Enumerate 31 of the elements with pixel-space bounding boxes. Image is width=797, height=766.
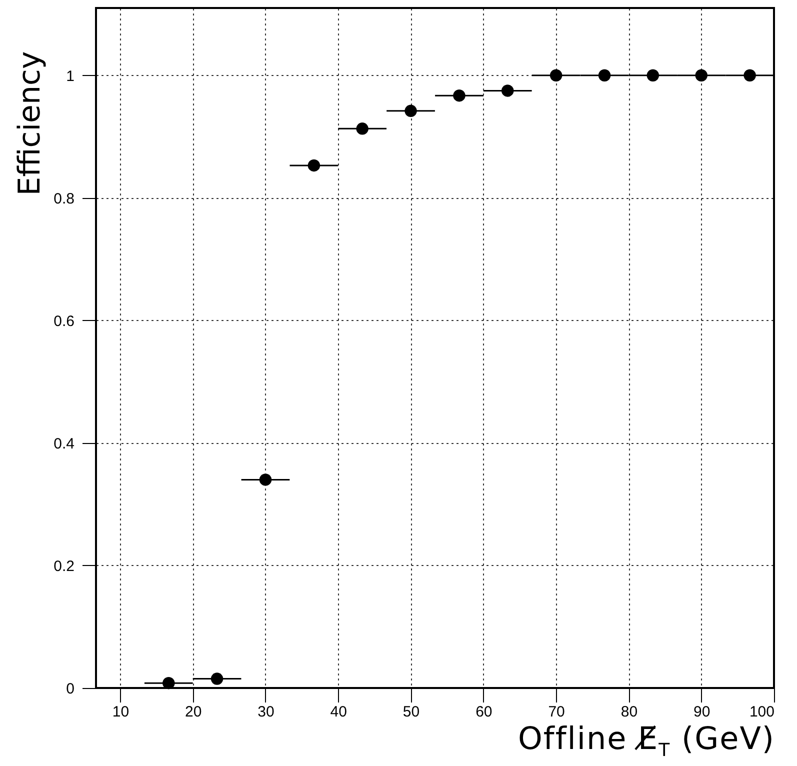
point xyxy=(744,69,756,82)
y-tick-label: 1 xyxy=(66,68,74,85)
x-tick-label: 20 xyxy=(184,704,202,720)
y-tick-label: 0.4 xyxy=(54,435,74,452)
point xyxy=(356,122,368,135)
x-tick-label: 70 xyxy=(548,704,565,720)
y-tick-label: 0.8 xyxy=(54,190,74,208)
point xyxy=(308,159,320,172)
point xyxy=(259,474,272,486)
y-tick-label: 0 xyxy=(66,680,74,698)
point xyxy=(501,84,514,97)
point xyxy=(162,676,175,690)
x-axis-title: Offline E̸$_{T}$ (GeV) xyxy=(518,721,775,762)
x-tick-label: 90 xyxy=(694,704,710,720)
point xyxy=(210,672,224,685)
x-tick-label: 80 xyxy=(620,704,638,720)
x-tick-label: 50 xyxy=(402,704,420,720)
x-tick-label: 30 xyxy=(258,704,274,720)
point xyxy=(404,104,417,118)
x-tick-label: 60 xyxy=(476,704,492,720)
x-tick-label: 100 xyxy=(749,704,774,720)
y-tick-label: 0.6 xyxy=(54,312,74,330)
point xyxy=(598,69,611,82)
point xyxy=(453,89,466,102)
point xyxy=(550,69,562,82)
point xyxy=(646,69,660,82)
y-axis-title: Efficiency xyxy=(12,51,48,196)
x-tick-label: 40 xyxy=(330,704,347,720)
point xyxy=(695,69,708,82)
x-tick-label: 10 xyxy=(112,704,130,720)
y-tick-label: 0.2 xyxy=(54,558,74,575)
